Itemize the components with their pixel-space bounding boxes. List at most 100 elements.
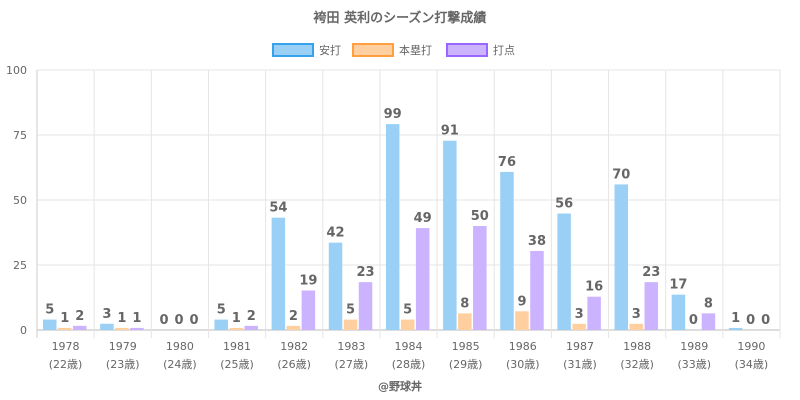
bar-打点-1988 <box>644 282 659 330</box>
data-label: 56 <box>555 197 573 212</box>
y-tick-label: 100 <box>6 64 27 77</box>
data-label: 38 <box>528 234 546 249</box>
data-label: 17 <box>669 278 687 293</box>
data-label: 0 <box>746 313 755 328</box>
data-label: 0 <box>190 313 199 328</box>
legend-swatch-1[interactable] <box>352 43 394 57</box>
data-label: 2 <box>289 309 298 324</box>
data-label: 5 <box>217 303 226 318</box>
y-tick-label: 0 <box>20 324 27 337</box>
data-label: 0 <box>160 313 169 328</box>
data-label: 1 <box>117 311 126 326</box>
data-label: 49 <box>414 211 432 226</box>
chart-title: 袴田 英利のシーズン打撃成績 <box>313 10 487 26</box>
bar-打点-1982 <box>301 290 316 330</box>
data-label: 76 <box>498 155 516 170</box>
x-tick-label: 1982 <box>280 340 308 353</box>
bar-本塁打-1982 <box>286 325 301 330</box>
data-label: 8 <box>704 296 713 311</box>
legend-swatch-0[interactable] <box>272 43 314 57</box>
bar-安打-1981 <box>214 319 228 330</box>
x-tick-sublabel: (24歳) <box>163 358 197 371</box>
data-label: 2 <box>247 309 256 324</box>
bar-安打-1989 <box>671 294 686 330</box>
data-label: 16 <box>585 280 603 295</box>
legend-label[interactable]: 打点 <box>493 43 515 57</box>
x-tick-sublabel: (30歳) <box>506 358 540 371</box>
x-tick-label: 1990 <box>737 340 765 353</box>
x-tick-sublabel: (34歳) <box>735 358 769 371</box>
x-tick-sublabel: (33歳) <box>677 358 711 371</box>
bar-本塁打-1988 <box>629 323 644 330</box>
x-tick-label: 1985 <box>452 340 480 353</box>
x-tick-sublabel: (25歳) <box>220 358 254 371</box>
bar-本塁打-1986 <box>515 311 529 330</box>
x-tick-label: 1984 <box>395 340 423 353</box>
bar-本塁打-1983 <box>343 319 358 330</box>
bar-安打-1983 <box>328 242 343 330</box>
data-label: 91 <box>441 124 459 139</box>
bar-安打-1984 <box>385 124 400 330</box>
bar-本塁打-1984 <box>400 319 415 330</box>
data-label: 9 <box>517 294 526 309</box>
data-label: 23 <box>642 265 660 280</box>
x-tick-label: 1983 <box>337 340 365 353</box>
data-label: 3 <box>575 307 584 322</box>
x-tick-label: 1987 <box>566 340 594 353</box>
x-tick-label: 1981 <box>223 340 251 353</box>
x-tick-sublabel: (28歳) <box>392 358 426 371</box>
grid: 02550751001978(22歳)1979(23歳)1980(24歳)198… <box>6 64 781 371</box>
data-label: 1 <box>731 311 740 326</box>
data-label: 2 <box>75 309 84 324</box>
data-label: 0 <box>689 313 698 328</box>
data-label: 50 <box>471 209 489 224</box>
data-label: 99 <box>384 107 402 122</box>
bar-打点-1986 <box>530 250 544 330</box>
x-tick-sublabel: (27歳) <box>335 358 369 371</box>
data-label: 23 <box>356 265 374 280</box>
x-tick-sublabel: (29歳) <box>449 358 483 371</box>
data-label: 1 <box>60 311 69 326</box>
data-label: 3 <box>102 307 111 322</box>
x-tick-label: 1986 <box>509 340 537 353</box>
x-tick-label: 1989 <box>680 340 708 353</box>
data-label: 54 <box>269 201 287 216</box>
data-label: 70 <box>612 167 630 182</box>
bar-本塁打-1979 <box>115 327 129 330</box>
bar-安打-1985 <box>443 140 457 330</box>
x-tick-sublabel: (26歳) <box>277 358 311 371</box>
bar-安打-1979 <box>100 323 114 330</box>
x-tick-label: 1980 <box>166 340 194 353</box>
y-tick-label: 50 <box>13 194 27 207</box>
bar-安打-1988 <box>614 184 629 330</box>
x-tick-label: 1978 <box>52 340 80 353</box>
data-label: 0 <box>175 313 184 328</box>
bar-安打-1987 <box>557 213 571 330</box>
legend-label[interactable]: 安打 <box>319 43 341 57</box>
y-tick-label: 25 <box>13 259 27 272</box>
x-tick-sublabel: (23歳) <box>106 358 140 371</box>
bar-安打-1990 <box>728 327 743 330</box>
data-label: 19 <box>299 273 317 288</box>
x-tick-sublabel: (22歳) <box>49 358 83 371</box>
data-label: 1 <box>232 311 241 326</box>
x-tick-label: 1979 <box>109 340 137 353</box>
bar-打点-1981 <box>244 325 258 330</box>
data-label: 0 <box>761 313 770 328</box>
legend: 安打 本塁打 打点 <box>272 43 515 57</box>
bar-打点-1984 <box>415 228 430 330</box>
bar-安打-1982 <box>271 217 286 330</box>
bars <box>43 124 743 330</box>
data-label: 3 <box>632 307 641 322</box>
bar-本塁打-1987 <box>572 323 586 330</box>
data-label: 42 <box>326 226 344 241</box>
x-tick-sublabel: (31歳) <box>563 358 597 371</box>
data-labels: 51 2 3 1 1 0 0 051 25421942523995499185076938563… <box>45 107 770 328</box>
bar-本塁打-1985 <box>458 313 472 330</box>
legend-swatch-2[interactable] <box>446 43 488 57</box>
bar-打点-1979 <box>130 327 144 330</box>
credit-text: @野球丼 <box>378 379 422 393</box>
data-label: 1 <box>132 311 141 326</box>
legend-label[interactable]: 本塁打 <box>399 43 432 57</box>
